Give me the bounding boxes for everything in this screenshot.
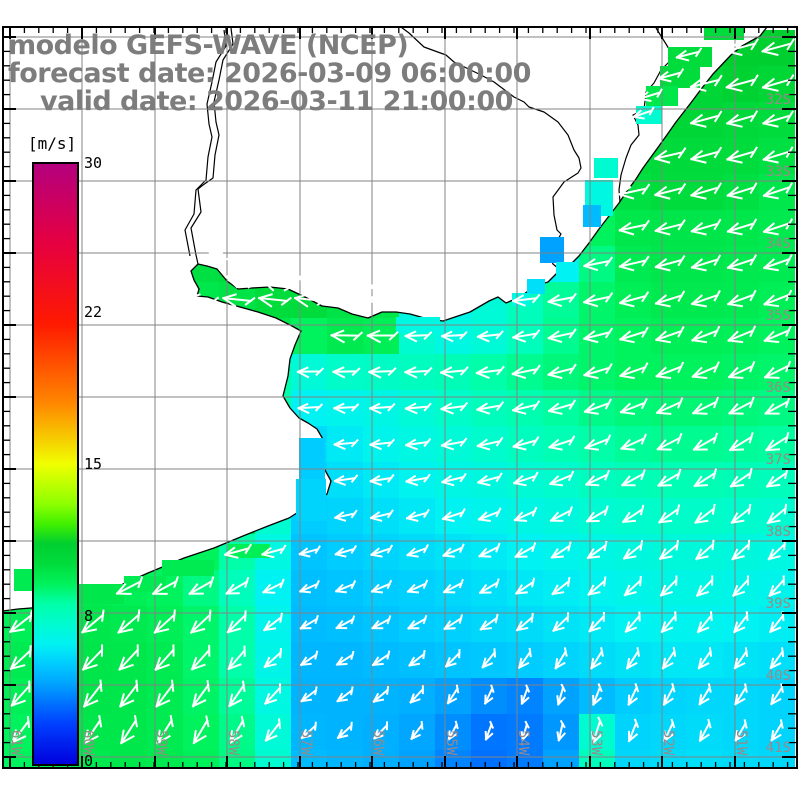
- wind-arrows: [7, 38, 796, 746]
- graticule: [3, 27, 797, 768]
- svg-text:35S: 35S: [766, 308, 791, 324]
- forecast-date: forecast date: 2026-03-09 06:00:00: [8, 58, 531, 89]
- svg-text:32S: 32S: [766, 92, 791, 108]
- svg-text:33S: 33S: [766, 164, 791, 180]
- model-title: modelo GEFS-WAVE (NCEP): [8, 30, 409, 61]
- svg-text:56W: 56W: [370, 730, 386, 756]
- colorbar-tick-8: 8: [84, 607, 94, 625]
- svg-text:41S: 41S: [766, 740, 791, 756]
- svg-text:57W: 57W: [298, 730, 314, 756]
- svg-text:59W: 59W: [153, 730, 169, 756]
- graticule-labels: 32S 33S 34S 35S 36S 37S 38S 39S 40S 41S 61W 60W 59W 5…: [8, 92, 791, 756]
- colorbar-tick-0: 0: [84, 752, 94, 770]
- svg-text:34S: 34S: [766, 236, 791, 252]
- valid-date: valid date: 2026-03-11 21:00:00: [40, 86, 513, 117]
- svg-text:58W: 58W: [225, 730, 241, 756]
- svg-text:38S: 38S: [766, 524, 791, 540]
- colorbar: [32, 162, 79, 766]
- colorbar-unit-label: [m/s]: [28, 134, 77, 153]
- colorbar-tick-30: 30: [84, 154, 103, 172]
- svg-text:40S: 40S: [766, 668, 791, 684]
- svg-text:39S: 39S: [766, 596, 791, 612]
- svg-text:60W: 60W: [80, 730, 96, 756]
- svg-text:55W: 55W: [443, 730, 459, 756]
- svg-text:53W: 53W: [588, 730, 604, 756]
- svg-text:51W: 51W: [733, 730, 749, 756]
- colorbar-tick-15: 15: [84, 455, 103, 473]
- svg-text:52W: 52W: [660, 730, 676, 756]
- svg-text:36S: 36S: [766, 380, 791, 396]
- svg-text:37S: 37S: [766, 452, 791, 468]
- colorbar-tick-22: 22: [84, 303, 103, 321]
- svg-text:61W: 61W: [8, 730, 24, 756]
- svg-text:54W: 54W: [515, 730, 531, 756]
- axis-ticks: [3, 27, 797, 768]
